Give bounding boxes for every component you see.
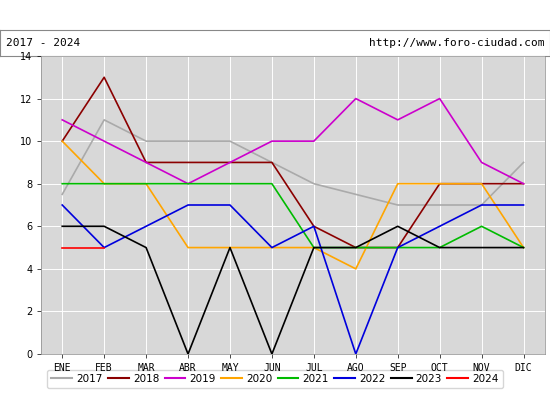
Legend: 2017, 2018, 2019, 2020, 2021, 2022, 2023, 2024: 2017, 2018, 2019, 2020, 2021, 2022, 2023…	[47, 370, 503, 388]
Text: Evolucion del paro registrado en Alustante: Evolucion del paro registrado en Alustan…	[84, 8, 466, 22]
Text: 2017 - 2024: 2017 - 2024	[6, 38, 80, 48]
Text: http://www.foro-ciudad.com: http://www.foro-ciudad.com	[369, 38, 544, 48]
